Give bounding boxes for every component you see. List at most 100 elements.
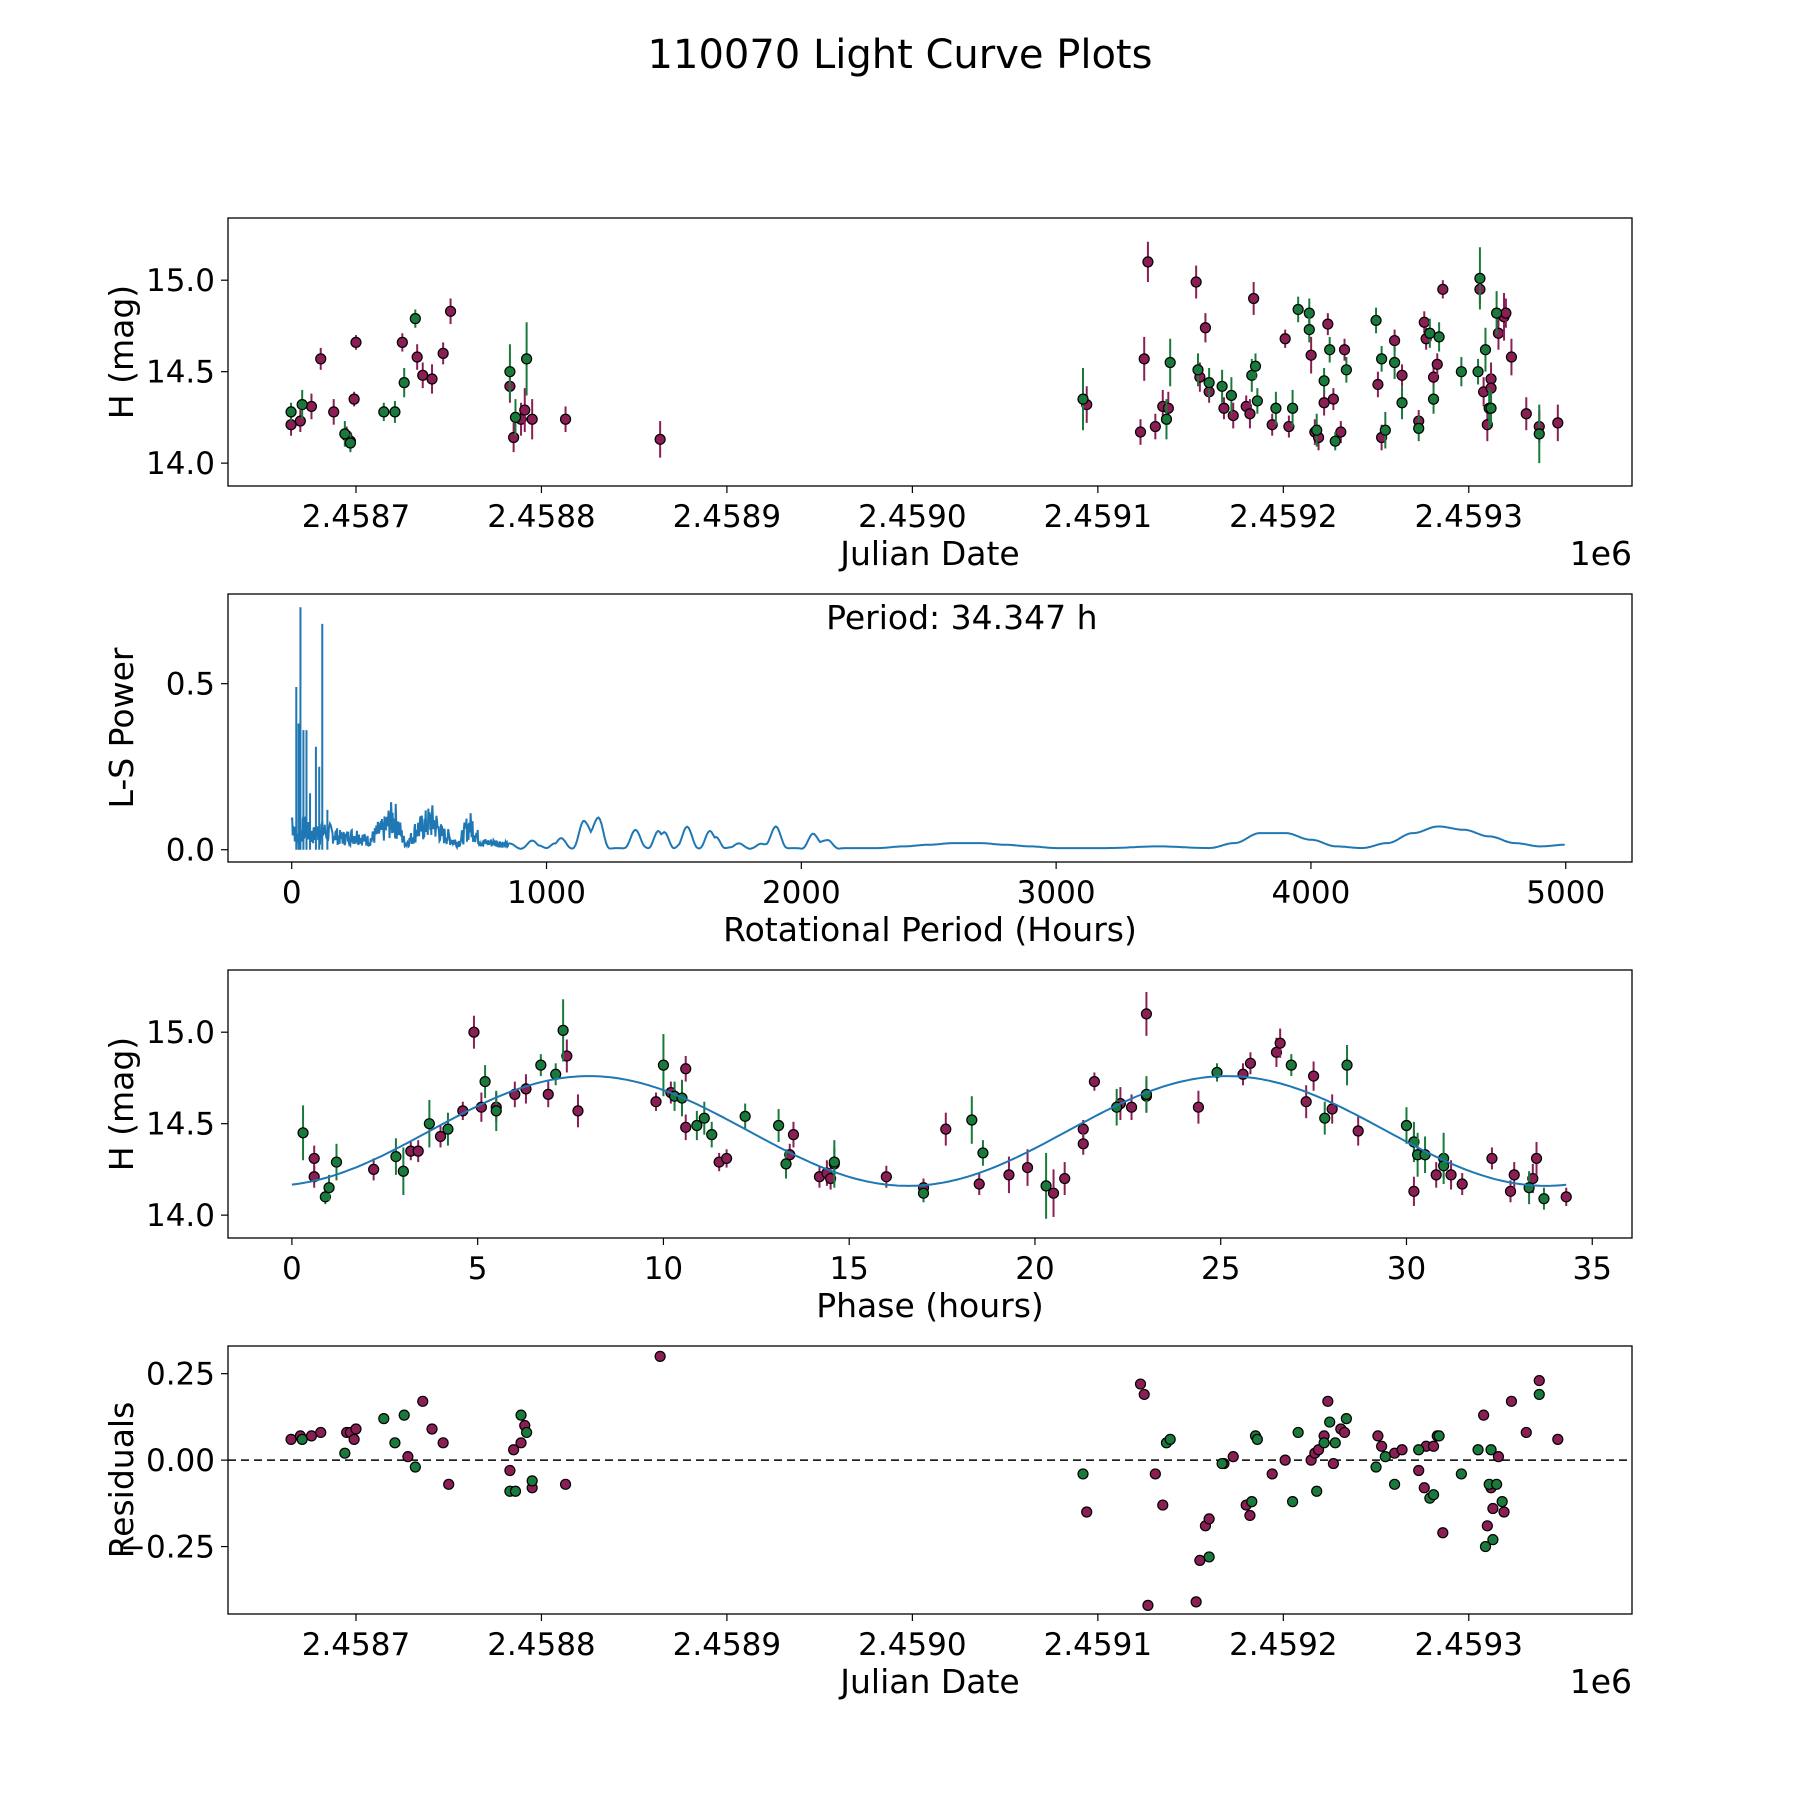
residuals-point-magenta bbox=[437, 1437, 449, 1449]
phased-curve-point-magenta bbox=[1504, 1185, 1517, 1197]
phased-curve-point-magenta bbox=[1125, 1101, 1138, 1113]
phased-curve-point-magenta bbox=[434, 1130, 447, 1143]
light-curve-point-green bbox=[1249, 360, 1262, 372]
light-curve-point-magenta bbox=[328, 406, 340, 418]
phased-curve-point-green bbox=[917, 1187, 930, 1199]
light-curve-point-magenta bbox=[1552, 417, 1564, 429]
phased-curve-point-magenta bbox=[650, 1096, 662, 1108]
residuals-point-green bbox=[1485, 1444, 1497, 1456]
light-curve-point-magenta bbox=[1190, 276, 1202, 288]
phased-curve-xtick-label: 15 bbox=[829, 1251, 868, 1287]
light-curve-point-magenta bbox=[1520, 408, 1532, 420]
phased-curve-point-magenta bbox=[1530, 1152, 1543, 1165]
phased-curve-point-green bbox=[330, 1156, 343, 1168]
phased-curve-point-green bbox=[780, 1158, 792, 1170]
residuals-point-green bbox=[1427, 1489, 1440, 1501]
light-curve-point-magenta bbox=[1227, 409, 1239, 422]
periodogram-xtick-label: 4000 bbox=[1271, 875, 1350, 911]
phased-curve-xlabel: Phase (hours) bbox=[816, 1286, 1044, 1325]
light-curve-offset-label: 1e6 bbox=[1570, 534, 1632, 573]
light-curve-point-magenta bbox=[411, 351, 423, 363]
periodogram-xlabel: Rotational Period (Hours) bbox=[723, 910, 1137, 949]
residuals-point-magenta bbox=[1149, 1468, 1161, 1480]
residuals-point-magenta bbox=[1338, 1426, 1351, 1439]
light-curve-point-green bbox=[1251, 395, 1263, 407]
light-curve-point-magenta bbox=[437, 347, 449, 359]
periodogram-panel: 0 1000 2000 3000 4000 5000 0.0 0.5 Rotational Pe… bbox=[102, 593, 1633, 949]
residuals-point-green bbox=[1311, 1485, 1323, 1497]
light-curve-point-magenta bbox=[1218, 402, 1230, 414]
residuals-xlabel: Julian Date bbox=[838, 1662, 1020, 1701]
residuals-point-green bbox=[1479, 1540, 1492, 1553]
residuals-point-magenta bbox=[417, 1395, 429, 1407]
light-curve-point-magenta bbox=[1244, 408, 1256, 420]
light-curve-point-green bbox=[521, 353, 533, 365]
phased-curve-point-magenta bbox=[561, 1050, 573, 1062]
phased-curve-ytick-label: 14.5 bbox=[146, 1107, 215, 1143]
light-curve-point-green bbox=[1413, 422, 1425, 434]
residuals-point-magenta bbox=[1498, 1506, 1510, 1518]
residuals-point-green bbox=[1533, 1388, 1545, 1401]
light-curve-point-green bbox=[1472, 366, 1484, 378]
phased-curve-point-green bbox=[977, 1147, 989, 1159]
phased-curve-point-magenta bbox=[1445, 1169, 1457, 1181]
light-curve-point-green bbox=[1160, 413, 1173, 425]
light-curve-point-green bbox=[1303, 307, 1315, 319]
light-curve-point-magenta bbox=[350, 336, 362, 348]
residuals-point-green bbox=[1370, 1461, 1382, 1473]
light-curve-point-green bbox=[1340, 364, 1352, 376]
light-curve-point-green bbox=[1370, 314, 1382, 327]
phased-curve-point-green bbox=[423, 1118, 435, 1130]
residuals-point-green bbox=[1292, 1426, 1304, 1439]
residuals-point-magenta bbox=[402, 1451, 414, 1463]
light-curve-point-green bbox=[1376, 353, 1388, 365]
residuals-point-magenta bbox=[1081, 1506, 1093, 1518]
light-curve-point-magenta bbox=[1388, 334, 1401, 347]
residuals-point-green bbox=[515, 1409, 527, 1421]
light-curve-point-magenta bbox=[1138, 353, 1150, 365]
residuals-point-magenta bbox=[443, 1478, 455, 1490]
periodogram-ytick-label: 0.5 bbox=[166, 667, 215, 703]
phased-curve-point-magenta bbox=[468, 1026, 480, 1038]
residuals-point-magenta bbox=[654, 1350, 666, 1362]
light-curve-point-magenta bbox=[1322, 318, 1334, 330]
residuals-point-magenta bbox=[315, 1426, 327, 1439]
phased-curve-frame bbox=[227, 969, 1633, 1239]
light-curve-point-green bbox=[1485, 402, 1497, 414]
phased-curve-point-green bbox=[323, 1182, 335, 1194]
residuals-point-magenta bbox=[1492, 1451, 1505, 1463]
light-curve-point-magenta bbox=[508, 431, 520, 444]
residuals-point-green bbox=[1251, 1433, 1263, 1445]
residuals-point-magenta bbox=[1322, 1395, 1334, 1407]
light-curve-xlabel: Julian Date bbox=[838, 534, 1020, 573]
light-curve-point-magenta bbox=[444, 305, 457, 317]
phased-curve-point-magenta bbox=[680, 1121, 692, 1133]
light-curve-point-magenta bbox=[294, 415, 306, 427]
residuals-point-green bbox=[1496, 1496, 1508, 1508]
light-curve-point-green bbox=[1455, 366, 1467, 378]
residuals-point-magenta bbox=[1418, 1482, 1430, 1494]
light-curve-point-magenta bbox=[559, 413, 572, 425]
light-curve-point-magenta bbox=[1149, 420, 1161, 433]
residuals-point-magenta bbox=[1413, 1464, 1425, 1477]
phased-curve-point-green bbox=[828, 1156, 840, 1168]
phased-curve-point-magenta bbox=[880, 1171, 892, 1183]
light-curve-point-magenta bbox=[1505, 351, 1518, 363]
residuals-point-magenta bbox=[1427, 1440, 1440, 1452]
phased-curve-point-green bbox=[490, 1105, 502, 1117]
light-curve-point-magenta bbox=[1492, 327, 1505, 339]
residuals-point-green bbox=[378, 1413, 390, 1425]
residuals-point-magenta bbox=[1142, 1599, 1154, 1611]
light-curve-point-magenta bbox=[1305, 349, 1317, 361]
light-curve-ytick-label: 14.5 bbox=[146, 355, 215, 391]
light-curve-point-green bbox=[1203, 377, 1215, 389]
phased-curve-point-magenta bbox=[1088, 1075, 1101, 1088]
residuals-point-magenta bbox=[515, 1437, 527, 1449]
residuals-point-magenta bbox=[1520, 1426, 1532, 1439]
light-curve-point-green bbox=[1216, 380, 1228, 392]
residuals-point-green bbox=[1164, 1433, 1176, 1445]
residuals-point-magenta bbox=[508, 1444, 520, 1456]
phased-curve-point-magenta bbox=[1308, 1070, 1320, 1082]
phased-curve-point-green bbox=[739, 1110, 751, 1122]
light-curve-point-green bbox=[1474, 272, 1486, 284]
